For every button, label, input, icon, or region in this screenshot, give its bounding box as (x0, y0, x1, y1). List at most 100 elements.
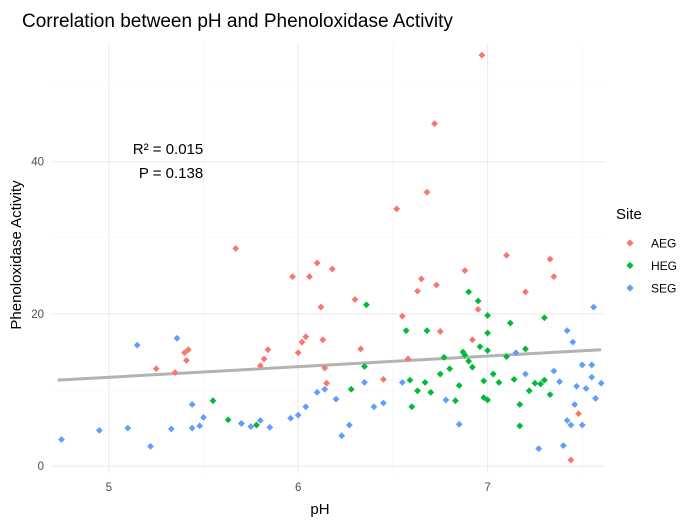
data-point (357, 345, 365, 353)
data-point (209, 397, 217, 405)
y-axis-ticks: 0 20 40 (31, 157, 44, 473)
data-point (578, 421, 586, 429)
p-value-annotation: P = 0.138 (139, 165, 203, 182)
series-heg (209, 288, 554, 430)
data-point (461, 267, 469, 274)
data-point (302, 403, 310, 411)
data-point (183, 356, 190, 364)
data-point (474, 305, 482, 313)
data-point (465, 357, 473, 365)
data-point (256, 417, 264, 424)
data-point (188, 424, 196, 432)
data-point (516, 401, 524, 408)
data-point (181, 349, 188, 357)
data-point (124, 424, 132, 432)
data-point (302, 333, 310, 341)
data-point (167, 425, 175, 433)
data-point (522, 345, 529, 353)
data-point (522, 288, 529, 296)
data-point (588, 361, 596, 369)
data-point (408, 403, 416, 411)
data-point (152, 365, 160, 373)
data-point (489, 370, 497, 378)
data-point (469, 363, 476, 371)
data-point (440, 353, 448, 361)
data-point (567, 456, 575, 464)
x-tick-label: 6 (295, 482, 301, 494)
y-tick-label: 0 (38, 461, 44, 473)
data-point (196, 422, 204, 430)
data-point (563, 417, 571, 424)
data-point (361, 379, 368, 386)
data-point (351, 296, 359, 303)
data-point (313, 259, 321, 267)
data-point (298, 338, 306, 346)
data-point (592, 395, 599, 402)
data-point (503, 251, 510, 259)
data-point (590, 303, 598, 311)
data-point (362, 301, 370, 309)
data-point (321, 385, 329, 393)
data-point (546, 255, 554, 263)
legend-key-aeg (626, 239, 634, 247)
data-point (414, 287, 421, 295)
data-point (321, 364, 329, 372)
data-point (575, 410, 582, 418)
data-point (338, 432, 346, 440)
data-point (531, 379, 539, 387)
data-point (393, 205, 401, 213)
data-point (476, 343, 484, 351)
data-point (484, 347, 491, 354)
data-point (237, 420, 245, 427)
data-point (484, 396, 491, 404)
legend-label-heg: HEG (651, 259, 677, 273)
legend-key-heg (626, 261, 634, 270)
data-point (550, 367, 558, 375)
data-point (495, 379, 503, 386)
data-point (433, 281, 440, 289)
data-point (516, 422, 524, 430)
x-tick-label: 7 (484, 482, 490, 494)
data-point (563, 327, 571, 335)
data-point (294, 411, 302, 419)
data-point (461, 351, 469, 359)
regression-line (57, 348, 602, 382)
data-point (582, 385, 590, 392)
data-point (253, 421, 260, 429)
data-point (451, 397, 459, 405)
x-tick-label: 5 (106, 482, 112, 494)
data-point (58, 436, 65, 443)
data-point (540, 376, 548, 384)
data-point (406, 376, 414, 384)
data-point (537, 380, 545, 388)
data-point (264, 346, 272, 354)
data-points (58, 51, 605, 464)
data-point (398, 312, 406, 320)
data-point (503, 353, 510, 360)
data-point (525, 387, 533, 395)
data-point (266, 423, 274, 431)
data-point (510, 375, 518, 383)
data-point (287, 414, 295, 422)
data-point (188, 401, 196, 408)
data-point (427, 388, 435, 396)
series-aeg (152, 51, 582, 464)
data-point (404, 355, 412, 363)
data-point (442, 396, 450, 404)
data-point (588, 373, 596, 381)
data-point (446, 365, 454, 373)
legend-title: Site (616, 206, 642, 223)
data-point (423, 327, 431, 335)
data-point (469, 336, 476, 344)
x-axis-title: pH (310, 501, 329, 518)
data-point (361, 363, 368, 370)
legend-label-aeg: AEG (651, 237, 676, 251)
data-point (247, 423, 255, 430)
series-seg (58, 303, 605, 453)
y-tick-label: 40 (31, 157, 44, 169)
data-point (133, 341, 141, 349)
data-point (256, 362, 264, 370)
data-point (345, 421, 353, 429)
data-point (567, 421, 575, 429)
data-point (571, 401, 579, 408)
